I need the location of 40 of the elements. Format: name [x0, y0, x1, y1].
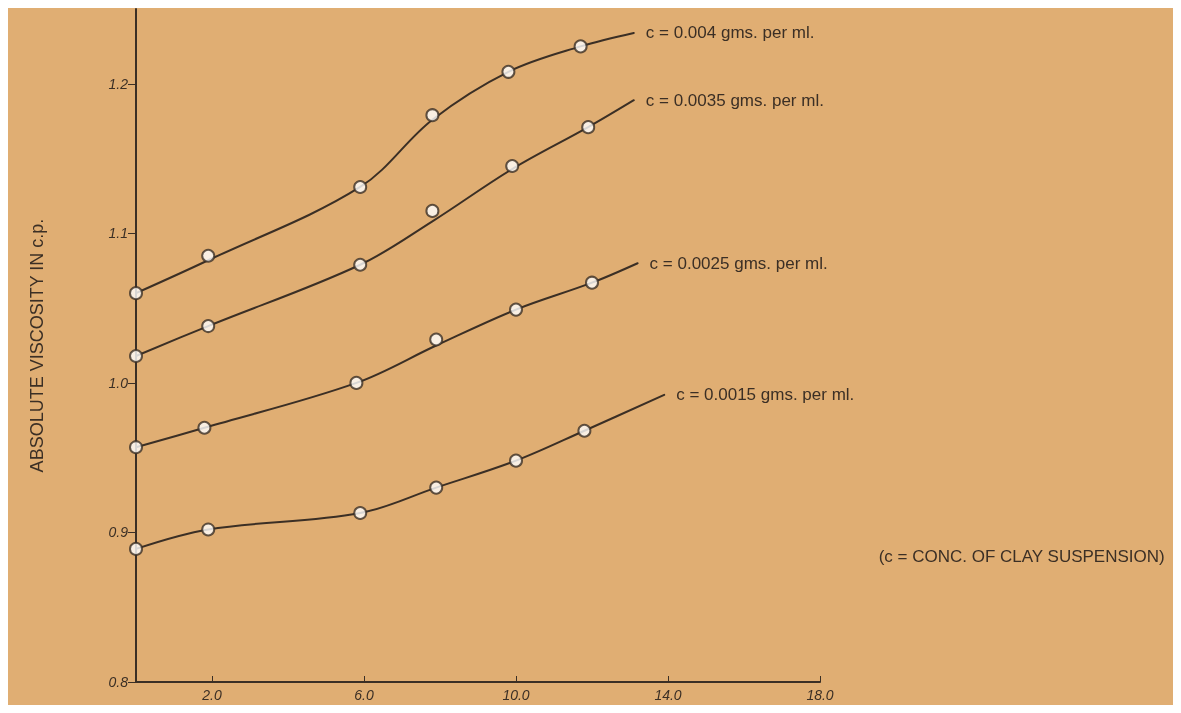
point — [129, 286, 143, 301]
point — [505, 159, 520, 174]
x-tick-label: 6.0 — [354, 687, 374, 703]
series-label: c = 0.004 gms. per ml. — [645, 23, 815, 43]
x-tick-label: 18.0 — [806, 687, 834, 703]
y-tick-label: 0.8 — [108, 674, 129, 690]
y-tick-label: 1.1 — [108, 225, 128, 242]
point — [509, 302, 523, 317]
y-tick-label: 0.9 — [108, 524, 129, 541]
x-tick-label: 14.0 — [654, 687, 682, 703]
point — [129, 440, 143, 455]
text: (c = CONC. OF CLAY SUSPENSION) — [878, 547, 1165, 566]
point — [585, 275, 599, 290]
point — [353, 506, 368, 520]
series-label: c = 0.0035 gms. per ml. — [645, 90, 824, 110]
y-axis-title: ABSOLUTE VISCOSITY IN c.p. — [27, 218, 47, 473]
y-tick-label: 1.0 — [108, 374, 129, 391]
series-label: c = 0.0025 gms. per ml. — [649, 253, 828, 273]
point — [573, 39, 588, 54]
point — [429, 480, 444, 495]
point — [581, 120, 596, 135]
point — [509, 453, 523, 468]
x-tick-label: 2.0 — [201, 687, 222, 703]
point — [425, 108, 440, 123]
point — [201, 248, 216, 263]
point — [353, 257, 368, 272]
point — [577, 423, 592, 438]
point — [349, 375, 364, 390]
point — [197, 420, 212, 435]
point — [129, 541, 143, 556]
point — [201, 522, 216, 537]
point — [429, 332, 444, 347]
point — [129, 348, 143, 363]
point — [201, 319, 216, 334]
point — [501, 64, 516, 79]
point — [425, 203, 440, 218]
y-tick-label: 1.2 — [108, 75, 129, 92]
series-label: c = 0.0015 gms. per ml. — [676, 385, 855, 405]
point — [353, 179, 368, 194]
x-tick-label: 10.0 — [502, 687, 530, 703]
